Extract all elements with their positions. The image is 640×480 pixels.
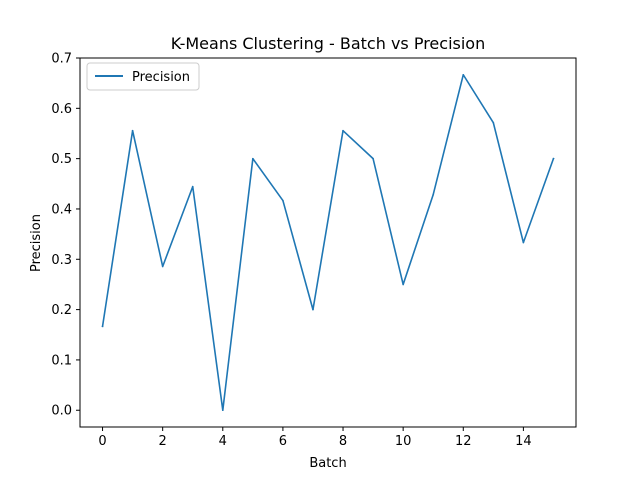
- data-point: [432, 193, 435, 196]
- data-point: [131, 129, 134, 132]
- data-point: [552, 157, 555, 160]
- x-tick-label: 6: [279, 434, 287, 449]
- x-axis-title: Batch: [309, 456, 346, 471]
- data-point: [101, 325, 104, 328]
- y-axis-title: Precision: [29, 214, 44, 272]
- data-point: [191, 185, 194, 188]
- x-tick-label: 10: [395, 434, 412, 449]
- y-tick-label: 0.0: [51, 404, 72, 419]
- data-point: [342, 129, 344, 132]
- y-tick-label: 0.7: [51, 52, 72, 67]
- y-tick-label: 0.5: [51, 152, 72, 167]
- x-tick-label: 14: [515, 434, 532, 449]
- y-tick-label: 0.1: [51, 353, 72, 368]
- data-point: [282, 199, 284, 202]
- plot-frame: [79, 57, 577, 428]
- data-point: [522, 241, 525, 244]
- y-axis: 0.0 0.1 0.2 0.3 0.4 0.5 0.6 0.7: [51, 52, 80, 419]
- data-point: [372, 157, 374, 160]
- data-point: [312, 308, 314, 311]
- data-point: [492, 121, 495, 124]
- data-point: [462, 73, 465, 76]
- x-tick-label: 0: [98, 434, 106, 449]
- legend-label-precision: Precision: [132, 70, 190, 85]
- y-tick-label: 0.3: [51, 253, 72, 268]
- legend: Precision: [86, 62, 200, 91]
- y-tick-label: 0.6: [51, 102, 72, 117]
- y-tick-label: 0.2: [51, 303, 72, 318]
- data-point: [252, 157, 254, 160]
- series-line-precision: [101, 73, 555, 412]
- x-tick-label: 12: [455, 434, 472, 449]
- data-point: [221, 409, 224, 412]
- x-tick-label: 4: [219, 434, 227, 449]
- data-point: [402, 283, 404, 286]
- y-tick-label: 0.4: [51, 202, 72, 217]
- x-tick-label: 8: [339, 434, 347, 449]
- plot-area: [79, 57, 577, 428]
- legend-box: [86, 62, 200, 91]
- data-point: [161, 265, 164, 268]
- x-axis: 0 2 4 6 8 10 12 14: [98, 427, 532, 449]
- chart-title: K-Means Clustering - Batch vs Precision: [171, 34, 485, 53]
- x-tick-label: 2: [159, 434, 167, 449]
